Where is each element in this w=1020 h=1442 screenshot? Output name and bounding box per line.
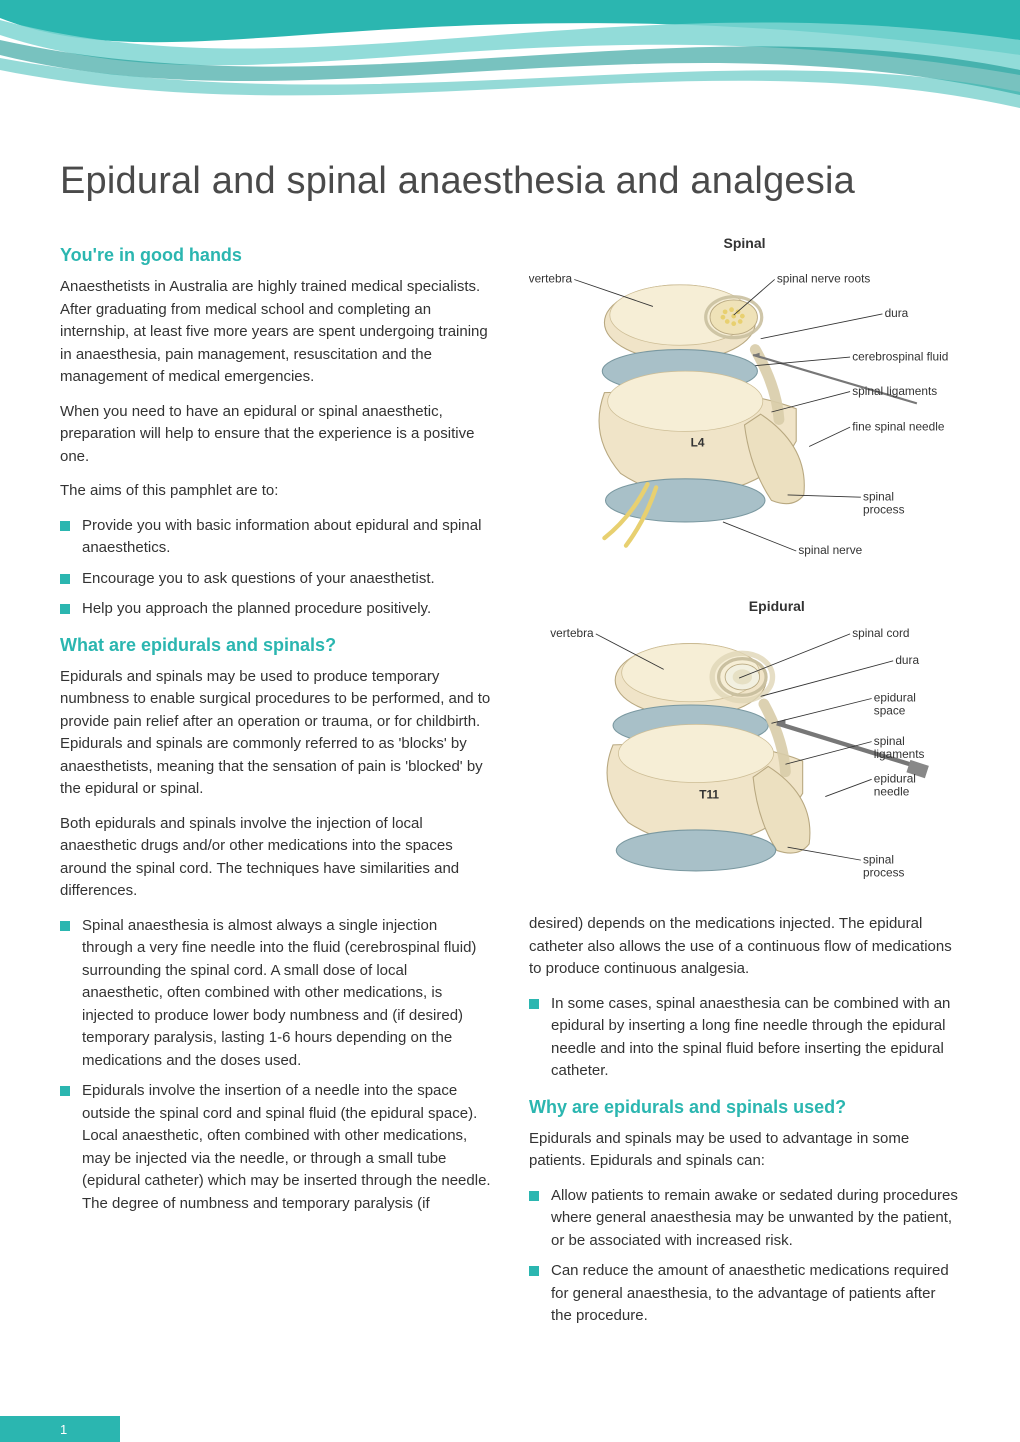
footer-bar: 1 bbox=[0, 1416, 120, 1442]
svg-text:epiduralneedle: epiduralneedle bbox=[874, 771, 916, 798]
list-item: Can reduce the amount of anaesthetic med… bbox=[529, 1260, 960, 1328]
svg-text:spinal nerve: spinal nerve bbox=[798, 543, 862, 557]
diagram-spinal-title: Spinal bbox=[723, 235, 765, 251]
why-bullets: Allow patients to remain awake or sedate… bbox=[529, 1185, 960, 1328]
svg-text:epiduralspace: epiduralspace bbox=[874, 691, 916, 718]
paragraph: The aims of this pamphlet are to: bbox=[60, 480, 491, 503]
page-number: 1 bbox=[60, 1422, 67, 1437]
heading-what: What are epidurals and spinals? bbox=[60, 635, 491, 656]
diagram-spinal: Spinal bbox=[529, 231, 960, 576]
svg-text:dura: dura bbox=[895, 653, 919, 667]
two-column-layout: You're in good hands Anaesthetists in Au… bbox=[60, 231, 960, 1340]
list-item: Provide you with basic information about… bbox=[60, 515, 491, 560]
what-bullets: Spinal anaesthesia is almost always a si… bbox=[60, 915, 491, 1216]
aims-list: Provide you with basic information about… bbox=[60, 515, 491, 621]
list-item: In some cases, spinal anaesthesia can be… bbox=[529, 993, 960, 1083]
svg-text:vertebra: vertebra bbox=[550, 626, 594, 640]
list-item: Help you approach the planned procedure … bbox=[60, 598, 491, 621]
banner-waves bbox=[0, 0, 1020, 120]
paragraph: Both epidurals and spinals involve the i… bbox=[60, 813, 491, 903]
svg-text:spinalligaments: spinalligaments bbox=[874, 734, 925, 761]
page-title: Epidural and spinal anaesthesia and anal… bbox=[60, 160, 960, 203]
diagram-epidural: Epidural bbox=[529, 594, 960, 896]
column-right: Spinal bbox=[529, 231, 960, 1340]
column-left: You're in good hands Anaesthetists in Au… bbox=[60, 231, 491, 1340]
paragraph: When you need to have an epidural or spi… bbox=[60, 401, 491, 469]
svg-text:spinal ligaments: spinal ligaments bbox=[852, 384, 937, 398]
vertebra-segment-label: L4 bbox=[691, 435, 705, 449]
paragraph: Epidurals and spinals may be used to pro… bbox=[60, 666, 491, 801]
vertebra-segment-label: T11 bbox=[699, 788, 719, 802]
content-area: Epidural and spinal anaesthesia and anal… bbox=[0, 120, 1020, 1360]
heading-why: Why are epidurals and spinals used? bbox=[529, 1097, 960, 1118]
svg-text:vertebra: vertebra bbox=[529, 272, 573, 286]
what-cont-bullets: In some cases, spinal anaesthesia can be… bbox=[529, 993, 960, 1083]
paragraph: Anaesthetists in Australia are highly tr… bbox=[60, 276, 491, 389]
svg-text:dura: dura bbox=[885, 306, 909, 320]
diagram-epidural-title: Epidural bbox=[749, 598, 805, 614]
list-item: Encourage you to ask questions of your a… bbox=[60, 568, 491, 591]
list-item: Spinal anaesthesia is almost always a si… bbox=[60, 915, 491, 1073]
svg-text:spinal cord: spinal cord bbox=[852, 626, 909, 640]
heading-good-hands: You're in good hands bbox=[60, 245, 491, 266]
list-item: Allow patients to remain awake or sedate… bbox=[529, 1185, 960, 1253]
list-item: Epidurals involve the insertion of a nee… bbox=[60, 1080, 491, 1215]
page: Epidural and spinal anaesthesia and anal… bbox=[0, 0, 1020, 1442]
paragraph: Epidurals and spinals may be used to adv… bbox=[529, 1128, 960, 1173]
svg-text:fine spinal needle: fine spinal needle bbox=[852, 419, 945, 433]
paragraph: desired) depends on the medications inje… bbox=[529, 913, 960, 981]
svg-text:spinal nerve roots: spinal nerve roots bbox=[777, 272, 871, 286]
svg-text:spinalprocess: spinalprocess bbox=[863, 852, 905, 879]
svg-text:cerebrospinal fluid: cerebrospinal fluid bbox=[852, 349, 948, 363]
svg-text:spinalprocess: spinalprocess bbox=[863, 489, 905, 516]
